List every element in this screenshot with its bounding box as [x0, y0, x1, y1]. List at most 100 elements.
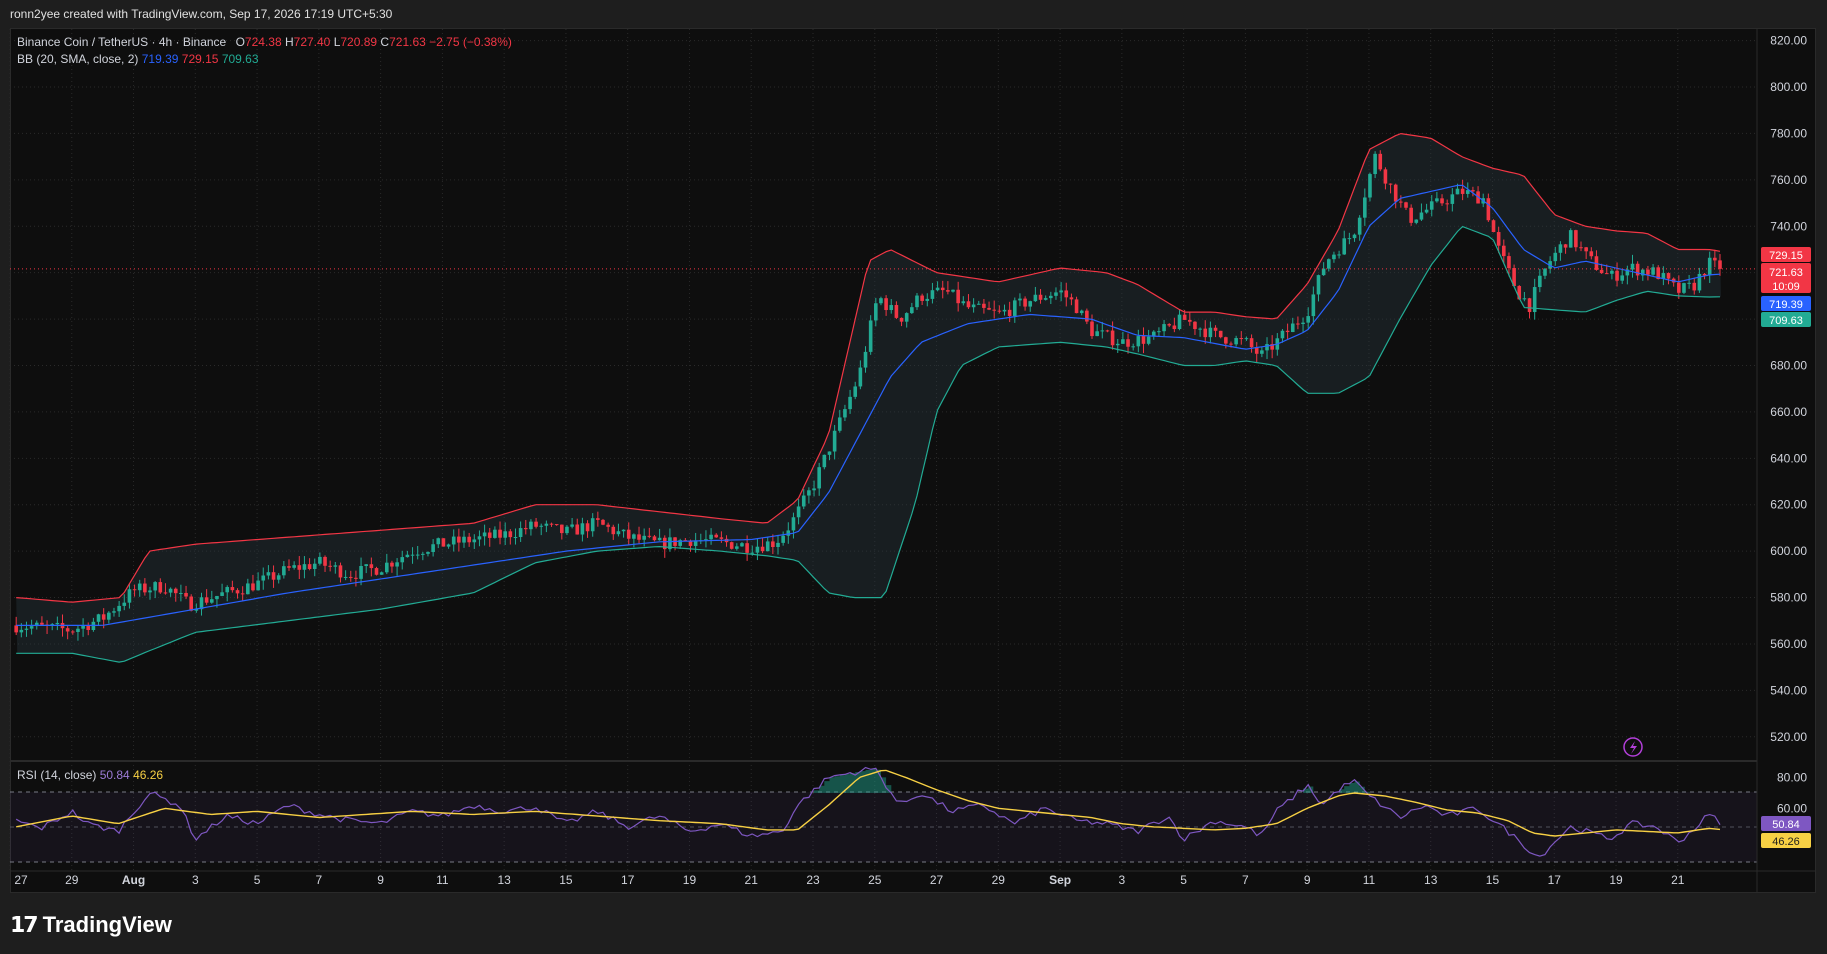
rsi-ma-badge-text: 46.26: [1772, 836, 1800, 848]
candle-body: [477, 536, 482, 540]
candle-body: [1630, 263, 1635, 270]
candle-body: [1532, 287, 1537, 313]
lower-band-badge-text: 709.63: [1769, 315, 1803, 327]
candle-body: [549, 523, 554, 525]
candle-body: [776, 542, 780, 547]
candle-body: [1018, 298, 1022, 301]
candle-body: [1404, 202, 1408, 208]
candle-body: [436, 538, 441, 545]
brand-footer[interactable]: 𝟭𝟳 TradingView: [10, 910, 172, 940]
rsi-overbought-fill: [814, 769, 1370, 793]
candle-body: [1368, 174, 1372, 198]
price-tick-label: 640.00: [1770, 451, 1807, 465]
candle-body: [101, 614, 106, 620]
candle-body: [1527, 298, 1532, 313]
candle-body: [493, 529, 497, 538]
main-legend: Binance Coin / TetherUS · 4h · Binance O…: [17, 34, 512, 68]
candle-body: [1203, 328, 1208, 338]
candle-body: [384, 562, 389, 573]
upper-band-badge-text: 729.15: [1769, 250, 1803, 262]
candle-body: [1517, 286, 1522, 300]
candle-body: [127, 589, 132, 603]
price-tick-label: 760.00: [1770, 173, 1807, 187]
lightning-icon[interactable]: [1623, 737, 1643, 757]
rsi-badge-text: 50.84: [1772, 819, 1800, 831]
low-value: 720.89: [340, 35, 378, 49]
candle-body: [1615, 270, 1619, 281]
candle-body: [153, 582, 157, 591]
rsi-ma-line: [16, 769, 1721, 837]
time-tick-label: 7: [1242, 873, 1249, 887]
basis-badge: [1761, 296, 1811, 311]
candle-body: [1110, 330, 1115, 346]
candle-body: [1553, 252, 1558, 262]
high-label: H: [284, 35, 294, 49]
candle-body: [848, 396, 852, 410]
symbol-title[interactable]: Binance Coin / TetherUS · 4h · Binance: [17, 35, 227, 49]
candle-body: [997, 310, 1002, 312]
candle-body: [1558, 244, 1563, 253]
candle-body: [1383, 169, 1388, 184]
time-tick-label: 9: [1304, 873, 1311, 887]
bb-upper-value: 729.15: [181, 52, 219, 66]
candle-body: [1702, 273, 1707, 276]
candle-body: [292, 565, 296, 568]
candle-body: [755, 546, 760, 553]
candle-body: [1687, 282, 1691, 284]
candle-body: [148, 590, 152, 593]
candle-body: [1290, 323, 1295, 333]
candle-body: [1455, 188, 1460, 195]
candle-body: [81, 624, 85, 629]
candle-body: [807, 490, 811, 496]
candle-body: [1270, 344, 1274, 350]
candle-body: [1342, 238, 1347, 255]
candle-body: [1177, 314, 1182, 330]
candle-body: [117, 605, 121, 612]
candle-body: [1054, 292, 1058, 296]
time-tick-label: 19: [1609, 873, 1623, 887]
candle-body: [107, 612, 111, 620]
candle-body: [621, 529, 626, 532]
candle-body: [601, 519, 605, 525]
candle-body: [343, 576, 348, 578]
time-tick-label: 5: [1180, 873, 1187, 887]
rsi-title[interactable]: RSI (14, close): [17, 768, 97, 782]
time-tick-label: 17: [1548, 873, 1562, 887]
candle-body: [1229, 343, 1233, 345]
basis-badge-text: 719.39: [1769, 299, 1803, 311]
candle-body: [940, 287, 945, 291]
time-tick-label: Aug: [122, 873, 145, 887]
candle-body: [1646, 269, 1650, 275]
candle-body: [240, 593, 245, 595]
candle-body: [1141, 336, 1146, 344]
brand-name: TradingView: [42, 912, 172, 937]
candle-body: [323, 556, 327, 566]
candle-body: [1357, 217, 1362, 235]
chart-frame[interactable]: [10, 28, 1816, 893]
bb-title[interactable]: BB (20, SMA, close, 2): [17, 52, 139, 66]
candle-body: [348, 576, 353, 578]
candle-body: [1049, 295, 1053, 299]
price-tick-label: 580.00: [1770, 591, 1807, 605]
candle-body: [1548, 261, 1552, 269]
candle-body: [1188, 319, 1192, 322]
candle-body: [40, 622, 44, 625]
candle-body: [1280, 330, 1285, 339]
candle-body: [76, 628, 80, 632]
time-tick-label: 5: [254, 873, 261, 887]
time-axis: 27 29 Aug 3 5 7 9 11 13 15 17 19 21 23 25 27 29 Sep 3 5 7 9 11…: [14, 873, 1684, 887]
candle-body: [184, 592, 188, 597]
candle-body: [1254, 347, 1259, 354]
time-tick-label: 7: [316, 873, 323, 887]
candle-body: [230, 587, 235, 591]
candle-body: [662, 537, 667, 550]
candle-body: [1692, 282, 1697, 291]
candle-body: [518, 528, 523, 538]
candle-body: [1085, 310, 1089, 322]
bb-basis-line: [16, 184, 1721, 626]
candle-body: [1244, 338, 1249, 340]
candle-body: [215, 595, 219, 600]
time-tick-label: 15: [1486, 873, 1500, 887]
candle-body: [544, 523, 549, 526]
